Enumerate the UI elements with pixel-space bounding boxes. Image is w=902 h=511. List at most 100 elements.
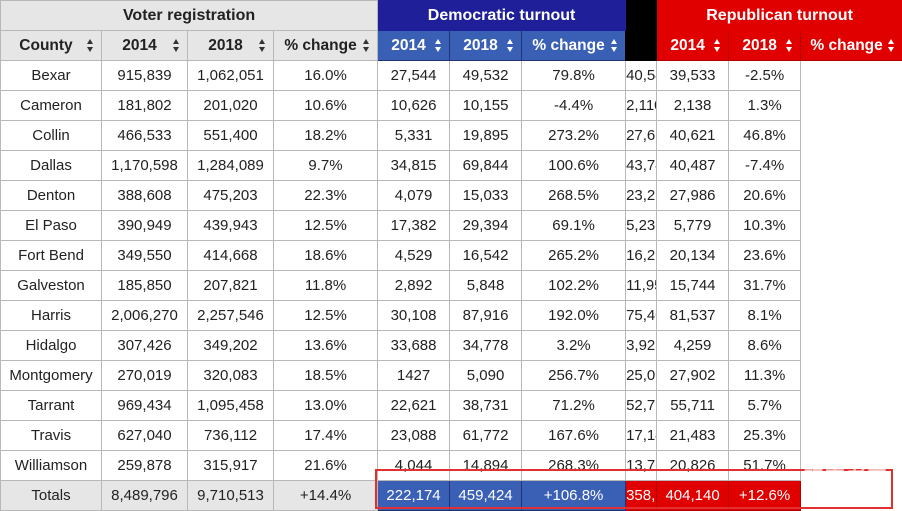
table-cell-dem-2014: 22,621 [378, 391, 450, 421]
table-cell-dem-change: 268.3% [522, 451, 626, 481]
table-cell-dem-change: 102.2% [522, 271, 626, 301]
column-header-label: 2018 [208, 37, 242, 55]
sort-arrows-icon[interactable] [259, 39, 266, 52]
column-header-label: 2014 [670, 37, 704, 55]
table-cell-dem-2018: 14,894 [450, 451, 522, 481]
sort-arrows-icon[interactable] [507, 39, 514, 52]
table-cell-voter-change: 12.5% [274, 301, 378, 331]
table-cell-rep-2018: 20,826 [657, 451, 729, 481]
table-cell-rep-2014: 16,293 [626, 241, 657, 271]
table-cell-voter-2018: 475,203 [188, 181, 274, 211]
column-header-label: % change [284, 37, 356, 55]
table-cell-rep-2014: 27,669 [626, 121, 657, 151]
table-cell-rep-2014: 5,238 [626, 211, 657, 241]
column-header-dem-2018[interactable]: 2018 [450, 31, 522, 61]
table-cell-rep-2014: 23,210 [626, 181, 657, 211]
sort-arrows-icon[interactable] [888, 39, 895, 52]
totals-cell-voter-2018: 9,710,513 [188, 481, 274, 511]
column-header-dem-2014[interactable]: 2014 [378, 31, 450, 61]
table-cell-rep-2018: 81,537 [657, 301, 729, 331]
table-cell-rep-2014: 75,400 [626, 301, 657, 331]
table-cell-voter-2018: 1,284,089 [188, 151, 274, 181]
table-cell-voter-change: 12.5% [274, 211, 378, 241]
column-header-voter-2014[interactable]: 2014 [102, 31, 188, 61]
table-cell-dem-2018: 38,731 [450, 391, 522, 421]
county-name-cell: Dallas [1, 151, 102, 181]
table-cell-rep-change: -2.5% [729, 61, 801, 91]
group-republican-turnout: Republican turnout [657, 1, 902, 31]
table-cell-rep-change: 1.3% [729, 91, 801, 121]
column-header-label: County [19, 37, 72, 55]
table-cell-rep-2018: 55,711 [657, 391, 729, 421]
table-cell-dem-change: 192.0% [522, 301, 626, 331]
table-cell-dem-change: 100.6% [522, 151, 626, 181]
table-cell-voter-change: 17.4% [274, 421, 378, 451]
table-cell-voter-2014: 185,850 [102, 271, 188, 301]
table-cell-rep-2014: 2,110 [626, 91, 657, 121]
column-header-rep-2014[interactable]: 2014 [657, 31, 729, 61]
column-header-voter-change[interactable]: % change [274, 31, 378, 61]
totals-cell-rep-2018: 404,140 [657, 481, 729, 511]
table-cell-dem-2014: 5,331 [378, 121, 450, 151]
table-cell-rep-2018: 40,487 [657, 151, 729, 181]
table-cell-voter-change: 10.6% [274, 91, 378, 121]
table-cell-dem-change: 268.5% [522, 181, 626, 211]
sort-arrows-icon[interactable] [786, 39, 793, 52]
column-header-rep-2018[interactable]: 2018 [729, 31, 801, 61]
table-cell-voter-2014: 270,019 [102, 361, 188, 391]
column-header-label: % change [810, 37, 882, 55]
sort-arrows-icon[interactable] [173, 39, 180, 52]
column-header-county[interactable]: County [1, 31, 102, 61]
sort-arrows-icon[interactable] [363, 39, 370, 52]
sort-arrows-icon[interactable] [611, 39, 618, 52]
table-cell-voter-change: 13.0% [274, 391, 378, 421]
table-cell-voter-change: 18.5% [274, 361, 378, 391]
table-cell-dem-change: -4.4% [522, 91, 626, 121]
table-cell-rep-2018: 21,483 [657, 421, 729, 451]
table-cell-dem-change: 69.1% [522, 211, 626, 241]
table-cell-dem-change: 79.8% [522, 61, 626, 91]
table-cell-dem-2014: 4,079 [378, 181, 450, 211]
table-cell-voter-2018: 2,257,546 [188, 301, 274, 331]
table-cell-voter-2014: 181,802 [102, 91, 188, 121]
table-cell-rep-change: 31.7% [729, 271, 801, 301]
table-cell-voter-2018: 414,668 [188, 241, 274, 271]
table-cell-dem-2014: 30,108 [378, 301, 450, 331]
table-cell-rep-2018: 2,138 [657, 91, 729, 121]
table-cell-rep-change: 8.1% [729, 301, 801, 331]
county-name-cell: Harris [1, 301, 102, 331]
county-name-cell: Collin [1, 121, 102, 151]
table-cell-rep-2018: 40,621 [657, 121, 729, 151]
table-cell-rep-2014: 3,923 [626, 331, 657, 361]
column-header-rep-change[interactable]: % change [801, 31, 902, 61]
table-cell-voter-2018: 551,400 [188, 121, 274, 151]
table-cell-dem-2014: 2,892 [378, 271, 450, 301]
column-header-label: % change [532, 37, 604, 55]
table-cell-voter-2014: 2,006,270 [102, 301, 188, 331]
group-header-row: Voter registration Democratic turnout Re… [1, 1, 902, 31]
table-cell-dem-change: 167.6% [522, 421, 626, 451]
table-cell-voter-2018: 320,083 [188, 361, 274, 391]
table-cell-voter-change: 21.6% [274, 451, 378, 481]
table-cell-dem-change: 3.2% [522, 331, 626, 361]
table-cell-voter-2014: 466,533 [102, 121, 188, 151]
table-cell-voter-2014: 969,434 [102, 391, 188, 421]
county-name-cell: El Paso [1, 211, 102, 241]
table-cell-voter-change: 18.6% [274, 241, 378, 271]
sort-arrows-icon[interactable] [435, 39, 442, 52]
sort-arrows-icon[interactable] [87, 39, 94, 52]
table-cell-rep-2018: 27,986 [657, 181, 729, 211]
sort-arrows-icon[interactable] [714, 39, 721, 52]
table-cell-rep-2014: 40,549 [626, 61, 657, 91]
column-header-dem-change[interactable]: % change [522, 31, 626, 61]
column-header-voter-2018[interactable]: 2018 [188, 31, 274, 61]
county-name-cell: Bexar [1, 61, 102, 91]
